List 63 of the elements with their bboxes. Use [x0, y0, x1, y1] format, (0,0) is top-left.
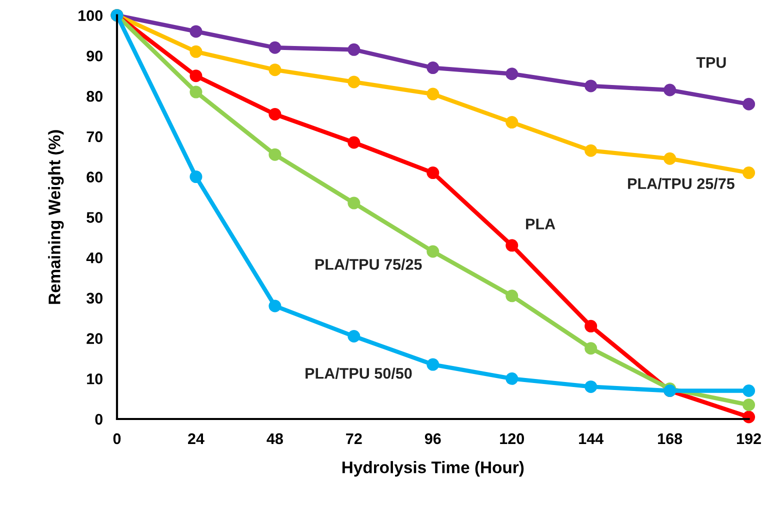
x-tick-label: 96 — [424, 433, 441, 444]
point — [584, 342, 598, 355]
y-tick-label: 90 — [86, 50, 102, 62]
point — [506, 290, 518, 302]
y-tick-label: 100 — [78, 10, 102, 22]
x-axis-title: Hydrolysis Time (Hour) — [342, 461, 524, 477]
y-tick-label: 70 — [86, 131, 102, 142]
series-label: TPU — [696, 57, 726, 68]
point — [506, 68, 518, 80]
x-tick-label: 72 — [346, 433, 362, 444]
point — [348, 330, 360, 343]
point — [268, 108, 282, 120]
point — [664, 152, 676, 165]
point — [584, 320, 598, 332]
point — [348, 76, 360, 88]
point — [742, 398, 756, 412]
point — [584, 144, 598, 157]
point — [742, 166, 756, 180]
point — [506, 372, 518, 385]
point — [742, 98, 756, 110]
point — [426, 166, 440, 180]
y-tick-label: 80 — [86, 90, 102, 102]
point — [190, 70, 202, 82]
point — [190, 86, 202, 98]
point — [506, 116, 518, 129]
y-tick-label: 30 — [86, 292, 102, 304]
x-tick-label: 168 — [658, 433, 682, 444]
point — [742, 384, 756, 398]
point — [268, 41, 282, 54]
point — [190, 25, 202, 38]
point — [426, 245, 440, 258]
y-tick-label: 40 — [86, 252, 102, 264]
point — [190, 45, 202, 58]
point — [426, 62, 440, 74]
point — [348, 43, 360, 56]
point — [268, 148, 282, 161]
series-label: PLA/TPU 25/75 — [628, 178, 734, 190]
y-tick-label: 10 — [87, 374, 102, 384]
y-tick-label: 60 — [86, 172, 102, 182]
x-tick-label: 192 — [737, 433, 761, 444]
point — [268, 64, 282, 76]
x-tick-label: 48 — [266, 433, 283, 444]
x-tick-label: 24 — [188, 433, 204, 444]
point — [664, 84, 676, 96]
point — [506, 239, 518, 252]
series-label: PLA/TPU 75/25 — [315, 258, 422, 270]
point — [348, 196, 360, 210]
point — [426, 358, 440, 371]
x-tick-label: 144 — [579, 433, 604, 444]
y-tick-label: 20 — [86, 333, 102, 344]
point — [348, 136, 360, 149]
series-label: PLA — [526, 218, 556, 230]
point — [584, 380, 598, 393]
point — [584, 80, 598, 92]
y-tick-label: 50 — [86, 212, 102, 223]
point — [268, 300, 282, 312]
point — [190, 170, 202, 184]
x-tick-label: 0 — [113, 433, 121, 444]
y-tick-label: 0 — [95, 414, 102, 425]
y-axis-title: Remaining Weight (%) — [48, 130, 64, 304]
x-tick-label: 120 — [500, 433, 524, 444]
series-label: PLA/TPU 50/50 — [306, 368, 412, 379]
point — [426, 88, 440, 100]
